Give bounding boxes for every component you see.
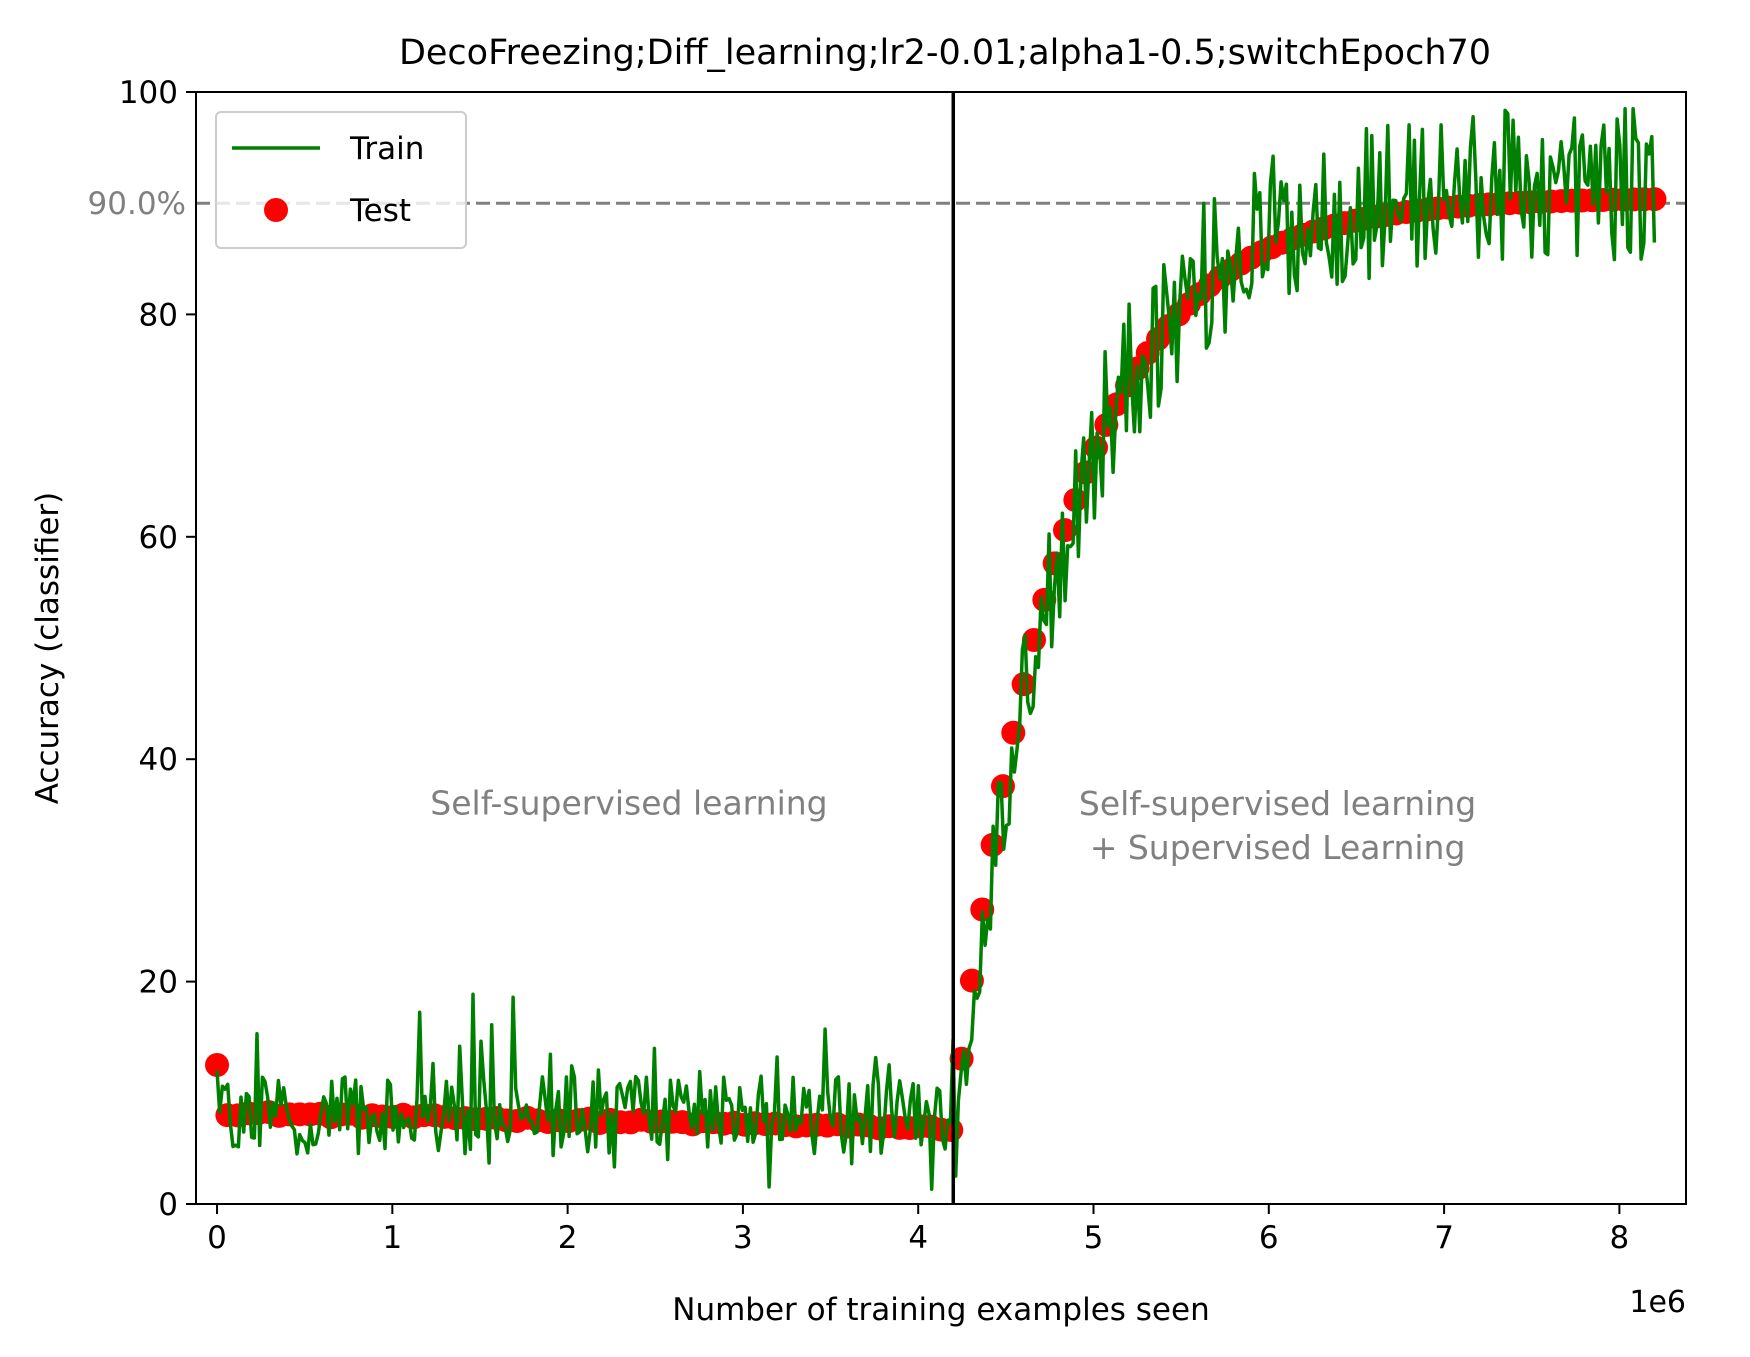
test-scatter-layer bbox=[205, 187, 1667, 1143]
legend-box bbox=[215, 111, 467, 249]
x-tick-label: 4 bbox=[908, 1220, 928, 1256]
train-line bbox=[215, 106, 1657, 1191]
test-point bbox=[959, 968, 984, 993]
plot-area bbox=[195, 91, 1687, 1205]
x-tick-label: 0 bbox=[207, 1220, 227, 1256]
annotation-2: Self-supervised learning + Supervised Lea… bbox=[1079, 784, 1476, 867]
test-point bbox=[970, 897, 995, 922]
x-tick-label: 8 bbox=[1610, 1220, 1630, 1256]
test-point bbox=[205, 1053, 230, 1077]
y-tick-label: 20 bbox=[139, 965, 178, 1001]
y-tick-label: 80 bbox=[139, 297, 178, 333]
x-tick-label: 3 bbox=[733, 1220, 753, 1256]
x-tick-label: 6 bbox=[1259, 1220, 1279, 1256]
legend: Train Test bbox=[215, 111, 467, 249]
y-tick-label: 100 bbox=[119, 75, 178, 111]
x-axis-label: Number of training examples seen bbox=[672, 1292, 1209, 1328]
y-tick-label: 60 bbox=[139, 520, 178, 556]
annotation-1: Self-supervised learning bbox=[430, 784, 827, 823]
plot-frame bbox=[195, 91, 1687, 1205]
test-point bbox=[1001, 720, 1026, 745]
x-tick-label: 1 bbox=[382, 1220, 402, 1256]
y-axis-label: Accuracy (classifier) bbox=[30, 492, 66, 804]
y-axis: 0 20 40 60 80 100 bbox=[119, 75, 196, 1223]
x-tick-label: 2 bbox=[558, 1220, 578, 1256]
chart-title: DecoFreezing;Diff_learning;lr2-0.01;alph… bbox=[399, 33, 1491, 73]
train-line-layer bbox=[215, 106, 1657, 1191]
y-tick-label: 40 bbox=[139, 742, 178, 778]
reference-line-label: 90.0% bbox=[88, 186, 186, 222]
x-axis-offset-label: 1e6 bbox=[1629, 1285, 1686, 1320]
test-point bbox=[1011, 672, 1036, 697]
legend-test-label: Test bbox=[349, 193, 411, 229]
y-tick-label: 0 bbox=[158, 1187, 178, 1223]
legend-test-swatch bbox=[264, 198, 288, 222]
x-axis: 0 1 2 3 4 5 6 7 8 bbox=[207, 1204, 1629, 1256]
test-point bbox=[1053, 518, 1078, 543]
x-tick-label: 7 bbox=[1434, 1220, 1454, 1256]
x-tick-label: 5 bbox=[1084, 1220, 1104, 1256]
legend-train-label: Train bbox=[349, 131, 424, 167]
annotations: Self-supervised learning Self-supervised … bbox=[430, 784, 1476, 867]
